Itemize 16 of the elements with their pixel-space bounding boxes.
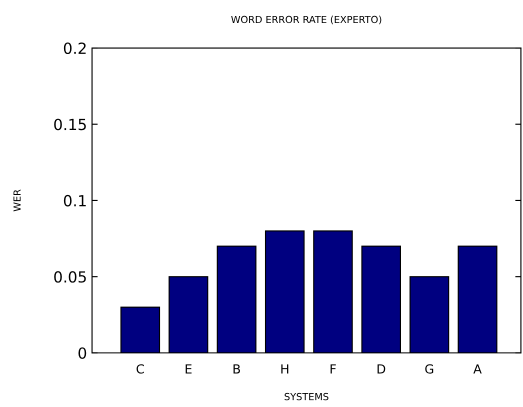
x-axis-title: SYSTEMS [284, 392, 328, 400]
y-tick-label: 0.2 [64, 42, 86, 54]
x-tick-label: F [330, 364, 336, 374]
y-tick-label: 0.15 [54, 118, 86, 130]
y-tick-label: 0 [78, 347, 86, 359]
y-tick-label: 0.1 [64, 194, 86, 206]
y-axis-title: WER [14, 189, 21, 212]
x-tick-label: D [378, 364, 386, 374]
x-tick-label: C [136, 364, 144, 374]
x-tick-label: H [281, 364, 288, 374]
y-tick-label: 0.05 [54, 271, 86, 283]
x-tick-label: B [234, 364, 240, 374]
x-tick-label: E [186, 364, 192, 374]
chart-title: WORD ERROR RATE (EXPERTO) [231, 16, 382, 24]
x-tick-label: A [473, 364, 482, 374]
x-tick-label: G [425, 364, 434, 374]
